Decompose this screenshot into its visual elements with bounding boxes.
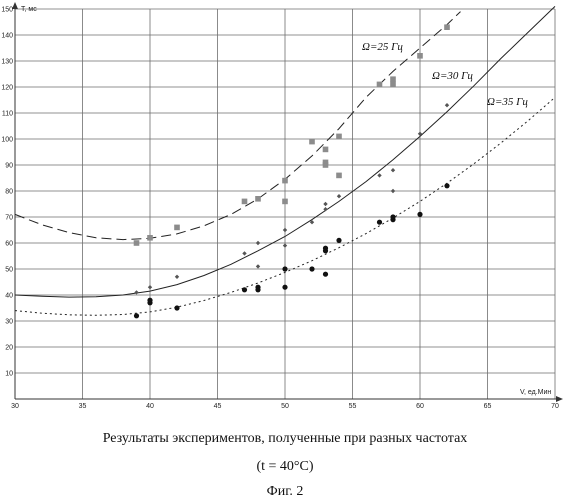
data-point-diamond <box>256 241 260 245</box>
curve-label-25hz: Ω=25 Гц <box>362 41 403 53</box>
data-point-diamond <box>242 251 246 255</box>
data-point-square <box>323 147 329 153</box>
x-tick-label: 50 <box>281 403 289 410</box>
data-point-dot <box>174 305 179 310</box>
curve-label-30hz: Ω=30 Гц <box>432 70 473 82</box>
figure-number: Фиг. 2 <box>0 484 570 500</box>
y-tick-label: 120 <box>1 85 13 92</box>
y-axis-label: T, мс <box>21 6 37 13</box>
data-point-dot <box>282 266 287 271</box>
data-point-square <box>377 82 383 88</box>
data-point-dot <box>390 214 395 219</box>
data-point-square <box>390 76 396 82</box>
x-tick-label: 35 <box>79 403 87 410</box>
y-tick-label: 60 <box>5 241 13 248</box>
data-point-square <box>134 240 140 246</box>
y-tick-label: 20 <box>5 345 13 352</box>
data-point-dot <box>377 220 382 225</box>
x-tick-label: 65 <box>484 403 492 410</box>
data-point-diamond <box>134 290 138 294</box>
data-point-dot <box>309 266 314 271</box>
x-tick-label: 70 <box>551 403 559 410</box>
data-point-dot <box>417 212 422 217</box>
y-tick-label: 140 <box>1 33 13 40</box>
data-point-square <box>336 173 342 179</box>
data-point-diamond <box>445 103 449 107</box>
data-point-dot <box>255 287 260 292</box>
x-tick-label: 60 <box>416 403 424 410</box>
data-point-square <box>336 134 342 140</box>
y-tick-label: 30 <box>5 319 13 326</box>
y-tick-label: 80 <box>5 189 13 196</box>
data-point-diamond <box>391 168 395 172</box>
data-point-dot <box>323 272 328 277</box>
data-point-dot <box>147 298 152 303</box>
x-tick-label: 40 <box>146 403 154 410</box>
data-point-square <box>417 53 423 59</box>
data-point-square <box>147 235 153 241</box>
data-point-dot <box>336 238 341 243</box>
data-point-square <box>309 139 315 145</box>
chart: 30 35 40 45 50 55 60 65 70 10 20 30 40 50 60 70 80 90 100… <box>0 0 570 425</box>
data-point-square <box>444 24 450 30</box>
data-point-square <box>282 178 288 184</box>
data-points <box>134 24 450 318</box>
x-tick-label: 30 <box>11 403 19 410</box>
data-point-square <box>390 82 396 88</box>
figure-condition: (t = 40°C) <box>0 459 570 475</box>
data-point-diamond <box>283 243 287 247</box>
figure-caption: Результаты экспериментов, полученные при… <box>0 431 570 447</box>
y-tick-label: 130 <box>1 59 13 66</box>
data-point-dot <box>134 313 139 318</box>
x-axis-arrow-icon <box>556 396 563 402</box>
x-tick-label: 45 <box>214 403 222 410</box>
data-point-diamond <box>323 202 327 206</box>
data-point-diamond <box>256 264 260 268</box>
x-tick-label: 55 <box>349 403 357 410</box>
x-tick-labels: 30 35 40 45 50 55 60 65 70 <box>11 403 559 410</box>
data-point-diamond <box>175 275 179 279</box>
y-tick-labels: 10 20 30 40 50 60 70 80 90 100 110 120 130 140 150 <box>1 7 13 378</box>
data-point-square <box>174 225 180 231</box>
data-point-diamond <box>148 285 152 289</box>
data-point-diamond <box>391 189 395 193</box>
data-point-dot <box>242 287 247 292</box>
data-point-dot <box>282 285 287 290</box>
y-tick-label: 90 <box>5 163 13 170</box>
y-tick-label: 110 <box>2 111 13 118</box>
y-tick-label: 150 <box>1 7 13 14</box>
y-tick-label: 40 <box>5 293 13 300</box>
y-tick-label: 100 <box>1 137 13 144</box>
data-point-diamond <box>323 207 327 211</box>
data-point-square <box>323 160 329 166</box>
y-tick-label: 10 <box>5 371 13 378</box>
data-point-square <box>242 199 248 205</box>
data-point-square <box>282 199 288 205</box>
x-axis-label: V, ед.Мин <box>520 389 551 396</box>
y-tick-label: 50 <box>5 267 13 274</box>
data-point-diamond <box>377 173 381 177</box>
data-point-square <box>255 196 261 202</box>
y-tick-label: 70 <box>5 215 13 222</box>
data-point-dot <box>444 183 449 188</box>
data-point-dot <box>323 246 328 251</box>
data-point-diamond <box>283 228 287 232</box>
data-point-diamond <box>337 194 341 198</box>
curve-label-35hz: Ω=35 Гц <box>487 96 528 108</box>
